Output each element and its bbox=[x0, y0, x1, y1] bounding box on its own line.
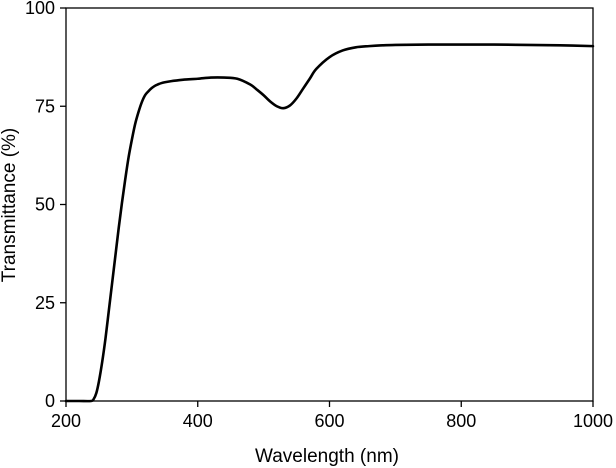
y-tick-label-0: 0 bbox=[45, 391, 55, 411]
plot-area-border bbox=[65, 7, 594, 402]
y-tick-label-100: 100 bbox=[25, 0, 55, 18]
transmittance-series-line-0 bbox=[64, 43, 595, 403]
plot-frame bbox=[65, 7, 594, 402]
y-tick-label-50: 50 bbox=[35, 195, 55, 215]
x-axis-label: Wavelength (nm) bbox=[255, 446, 399, 467]
x-tick-label-600: 600 bbox=[314, 411, 344, 431]
x-tick-label-1000: 1000 bbox=[573, 411, 613, 431]
y-tick-label-75: 75 bbox=[35, 96, 55, 116]
x-axis-ticks: 200 400 600 800 1000 bbox=[51, 401, 613, 431]
series-layer bbox=[64, 43, 595, 403]
y-axis-label: Transmittance (%) bbox=[0, 128, 20, 283]
y-tick-label-25: 25 bbox=[35, 293, 55, 313]
x-tick-label-200: 200 bbox=[51, 411, 81, 431]
y-axis-ticks: 0 25 50 75 100 bbox=[25, 0, 66, 411]
x-tick-label-800: 800 bbox=[446, 411, 476, 431]
x-tick-label-400: 400 bbox=[183, 411, 213, 431]
